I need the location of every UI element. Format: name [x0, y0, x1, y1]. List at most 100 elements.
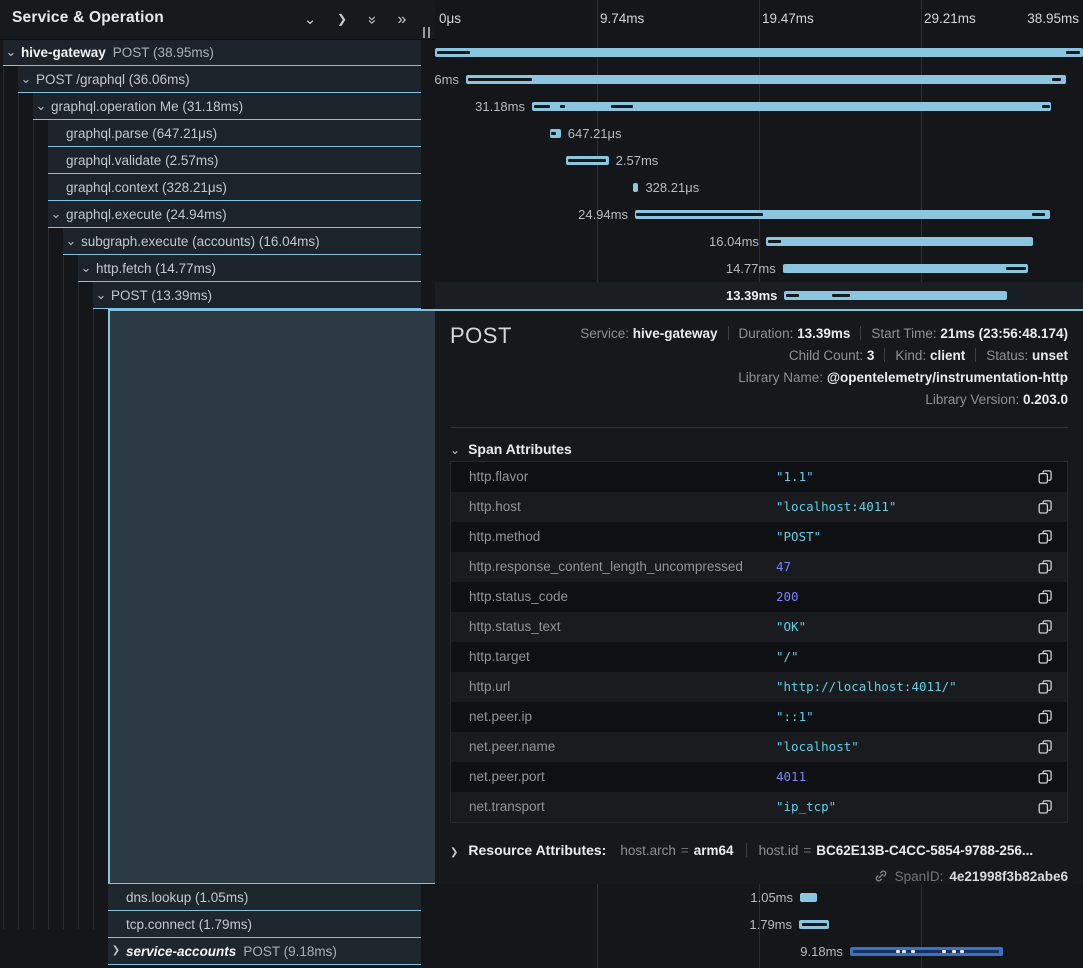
timeline-cell: 13.39ms [435, 282, 1083, 309]
pane-resize-handle[interactable] [423, 27, 432, 38]
copy-icon[interactable] [1037, 649, 1053, 665]
resource-key: host.arch [620, 843, 676, 858]
span-bar[interactable] [784, 291, 1007, 300]
span-row[interactable]: ❯service-accountsPOST (9.18ms)9.18ms [0, 938, 1083, 965]
double-chevron-down-icon[interactable]: » [363, 11, 381, 29]
timeline-cell: 16.04ms [435, 228, 1083, 255]
axis-tick: 38.95ms [1027, 11, 1079, 26]
chevron-down-icon[interactable]: ⌄ [4, 39, 18, 66]
double-chevron-right-icon[interactable]: » [393, 0, 411, 39]
span-bar[interactable] [633, 183, 638, 192]
span-attributes-header[interactable]: ⌄Span Attributes [450, 439, 572, 459]
copy-icon[interactable] [1037, 739, 1053, 755]
span-row[interactable]: ⌄subgraph.execute (accounts) (16.04ms)16… [0, 228, 1083, 255]
span-row[interactable]: ⌄graphql.operation Me (31.18ms)31.18ms [0, 93, 1083, 120]
attribute-key: http.target [469, 642, 530, 672]
span-bar[interactable] [435, 48, 1083, 57]
meta-label: Kind: [895, 348, 930, 363]
copy-icon[interactable] [1037, 679, 1053, 695]
copy-icon[interactable] [1037, 619, 1053, 635]
attribute-key: http.flavor [469, 462, 528, 492]
copy-icon[interactable] [1037, 769, 1053, 785]
span-row[interactable]: ⌄POST (13.39ms) 13.39ms [0, 282, 1083, 309]
attribute-value: "POST" [776, 522, 821, 552]
meta-value: @opentelemetry/instrumentation-http [827, 370, 1068, 385]
span-name-label: dns.lookup (1.05ms) [126, 884, 248, 911]
span-name-label: POST (13.39ms) [111, 282, 212, 309]
chevron-down-icon[interactable]: ⌄ [79, 255, 93, 282]
meta-label: Library Name: [738, 370, 827, 385]
span-duration-label: 24.94ms [578, 201, 628, 228]
attribute-row: net.peer.name"localhost" [451, 732, 1067, 762]
chevron-right-icon[interactable]: ❯ [450, 847, 458, 858]
copy-icon[interactable] [1037, 559, 1053, 575]
span-row[interactable]: ⌄POST /graphql (36.06ms)36.06ms [0, 66, 1083, 93]
span-bar[interactable] [783, 264, 1029, 273]
span-duration-label: 1.79ms [749, 911, 792, 938]
span-row[interactable]: ⌄http.fetch (14.77ms) 14.77ms [0, 255, 1083, 282]
span-row[interactable]: graphql.context (328.21μs)328.21μs [0, 174, 1083, 201]
meta-label: Status: [986, 348, 1032, 363]
axis-tick: 9.74ms [600, 11, 644, 26]
attribute-row: http.target "/" [451, 642, 1067, 672]
span-name-label: http.fetch (14.77ms) [96, 255, 216, 282]
copy-icon[interactable] [1037, 709, 1053, 725]
span-name-label: graphql.operation Me (31.18ms) [51, 93, 243, 120]
attribute-key: http.url [469, 672, 510, 702]
span-row[interactable]: dns.lookup (1.05ms)1.05ms [0, 884, 1083, 911]
timeline-cell: 24.94ms [435, 201, 1083, 228]
span-name-label: hive-gatewayPOST (38.95ms) [21, 39, 214, 66]
chevron-down-icon[interactable]: ⌄ [450, 443, 460, 457]
resource-attributes-row[interactable]: ❯Resource Attributes:host.arch=arm64host… [450, 839, 1033, 861]
span-duration-label: 14.77ms [726, 255, 776, 282]
span-name-label: service-accountsPOST (9.18ms) [126, 938, 337, 965]
chevron-down-icon[interactable]: ⌄ [64, 228, 78, 255]
span-row[interactable]: ⌄graphql.execute (24.94ms)24.94ms [0, 201, 1083, 228]
chevron-right-icon[interactable]: ❯ [333, 0, 351, 39]
attribute-key: net.peer.ip [469, 702, 532, 732]
meta-label: Start Time: [871, 326, 940, 341]
span-duration-label: 16.04ms [709, 228, 759, 255]
chevron-down-icon[interactable]: ⌄ [19, 66, 33, 93]
copy-icon[interactable] [1037, 499, 1053, 515]
attribute-value: "localhost:4011" [776, 492, 896, 522]
divider [450, 427, 1068, 428]
attribute-value: "http://localhost:4011/" [776, 672, 957, 702]
attribute-key: http.status_text [469, 612, 561, 642]
attribute-key: net.peer.port [469, 762, 545, 792]
trace-viewer: Service & Operation ⌄ ❯ » » 0μs9.74ms19.… [0, 0, 1083, 968]
chevron-down-icon[interactable]: ⌄ [34, 93, 48, 120]
span-row[interactable]: tcp.connect (1.79ms)1.79ms [0, 911, 1083, 938]
attribute-row: net.transport"ip_tcp" [451, 792, 1067, 822]
chevron-down-icon[interactable]: ⌄ [301, 0, 319, 39]
resource-value: arm64 [694, 843, 734, 858]
span-row[interactable]: ⌄hive-gatewayPOST (38.95ms) [0, 39, 1083, 66]
span-bar[interactable] [466, 75, 1066, 84]
chevron-down-icon[interactable]: ⌄ [94, 282, 108, 309]
attribute-value: 200 [776, 582, 799, 612]
span-title: POST [450, 323, 512, 349]
link-icon[interactable] [874, 869, 888, 883]
span-row[interactable]: graphql.parse (647.21μs)647.21μs [0, 120, 1083, 147]
span-attributes-table: http.flavor"1.1"http.host"localhost:4011… [450, 461, 1068, 823]
span-bar[interactable] [766, 237, 1033, 246]
service-name: hive-gateway [21, 45, 106, 60]
chevron-down-icon[interactable]: ⌄ [49, 201, 63, 228]
copy-icon[interactable] [1037, 469, 1053, 485]
span-bar[interactable] [800, 893, 817, 902]
attribute-value: "OK" [776, 612, 806, 642]
timeline-cell [435, 39, 1083, 66]
copy-icon[interactable] [1037, 529, 1053, 545]
attribute-key: http.status_code [469, 582, 568, 612]
copy-icon[interactable] [1037, 589, 1053, 605]
span-row[interactable]: graphql.validate (2.57ms)2.57ms [0, 147, 1083, 174]
copy-icon[interactable] [1037, 799, 1053, 815]
chevron-right-icon[interactable]: ❯ [109, 938, 123, 965]
meta-value: 0.203.0 [1023, 392, 1068, 407]
attribute-value: 4011 [776, 762, 806, 792]
timeline-cell: 36.06ms [435, 66, 1083, 93]
attribute-value: "/" [776, 642, 799, 672]
attribute-key: net.transport [469, 792, 545, 822]
meta-label: Library Version: [925, 392, 1023, 407]
span-bar[interactable] [532, 102, 1051, 111]
